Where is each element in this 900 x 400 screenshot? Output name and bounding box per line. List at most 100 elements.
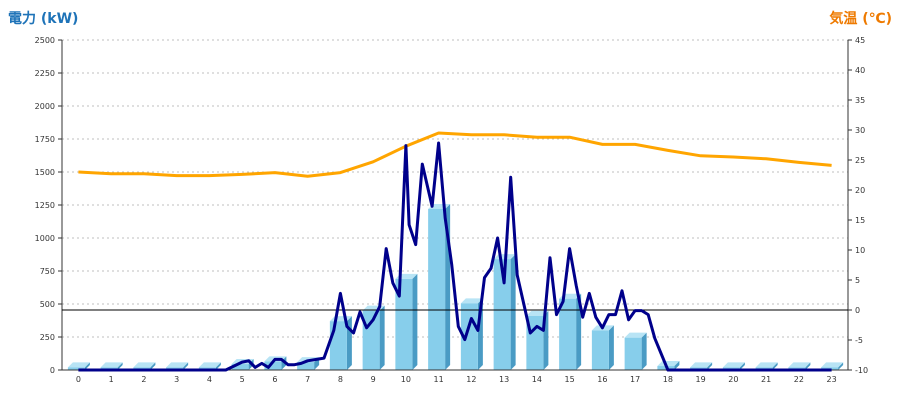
left-tick-label: 750 bbox=[40, 267, 55, 276]
right-tick-label: 15 bbox=[855, 216, 865, 225]
bar bbox=[362, 305, 385, 370]
bar-side bbox=[117, 362, 123, 370]
temperature-line bbox=[78, 131, 832, 178]
x-tick-label: 11 bbox=[434, 375, 444, 384]
grid-layer bbox=[62, 39, 848, 338]
right-tick-label: 25 bbox=[855, 156, 865, 165]
line-layer bbox=[78, 131, 832, 372]
x-tick-label: 2 bbox=[141, 375, 146, 384]
right-axis-title: 気温 (℃) bbox=[829, 10, 892, 27]
right-tick-label: 35 bbox=[855, 96, 865, 105]
bar-front bbox=[362, 310, 380, 370]
x-tick-label: 5 bbox=[240, 375, 245, 384]
bar-top bbox=[198, 362, 221, 368]
bar bbox=[591, 325, 614, 370]
bar-top bbox=[100, 362, 123, 368]
x-tick-label: 10 bbox=[401, 375, 411, 384]
bar-top bbox=[166, 362, 189, 368]
bar-top bbox=[788, 362, 811, 368]
left-tick-label: 1750 bbox=[35, 135, 55, 144]
x-tick-label: 1 bbox=[109, 375, 114, 384]
x-tick-label: 23 bbox=[827, 375, 837, 384]
left-tick-label: 2250 bbox=[35, 69, 55, 78]
bar bbox=[329, 316, 352, 370]
right-tick-label: 30 bbox=[855, 126, 865, 135]
bar-side bbox=[805, 362, 811, 370]
bar-side bbox=[150, 362, 156, 370]
x-tick-label: 16 bbox=[597, 375, 607, 384]
x-tick-label: 22 bbox=[794, 375, 804, 384]
bar-side bbox=[772, 362, 778, 370]
bar-top bbox=[460, 298, 483, 304]
left-tick-label: 250 bbox=[40, 333, 55, 342]
x-tick-label: 18 bbox=[663, 375, 673, 384]
bar-front bbox=[231, 364, 249, 370]
x-tick-label: 12 bbox=[466, 375, 476, 384]
bar-side bbox=[838, 362, 844, 370]
right-tick-label: -5 bbox=[855, 336, 863, 345]
bar-side bbox=[379, 305, 385, 370]
bar-top bbox=[821, 362, 844, 368]
x-tick-label: 3 bbox=[174, 375, 179, 384]
power-line bbox=[78, 141, 832, 372]
left-tick-label: 1000 bbox=[35, 234, 55, 243]
bar bbox=[395, 273, 418, 370]
bar-side bbox=[183, 362, 189, 370]
bar-top bbox=[133, 362, 156, 368]
bar-front bbox=[559, 298, 577, 370]
x-tick-label: 17 bbox=[630, 375, 640, 384]
bar-front bbox=[395, 278, 413, 370]
bar-front bbox=[329, 321, 347, 370]
right-tick-label: 10 bbox=[855, 246, 865, 255]
bar-top bbox=[722, 362, 745, 368]
bar-side bbox=[576, 293, 582, 370]
bar bbox=[624, 332, 647, 370]
bar-side bbox=[608, 325, 614, 370]
x-tick-label: 7 bbox=[305, 375, 310, 384]
left-axis-title: 電力 (kW) bbox=[8, 10, 78, 27]
x-tick-label: 21 bbox=[761, 375, 771, 384]
x-tick-label: 14 bbox=[532, 375, 542, 384]
x-tick-label: 6 bbox=[272, 375, 277, 384]
bar-front bbox=[493, 259, 511, 370]
bar-side bbox=[412, 273, 418, 370]
bar-side bbox=[674, 361, 680, 370]
x-tick-label: 8 bbox=[338, 375, 343, 384]
right-tick-label: 0 bbox=[855, 306, 860, 315]
bar bbox=[67, 362, 90, 370]
bar-side bbox=[215, 362, 221, 370]
x-tick-label: 13 bbox=[499, 375, 509, 384]
bar-side bbox=[84, 362, 90, 370]
bar-front bbox=[67, 367, 85, 370]
bar bbox=[493, 254, 516, 370]
x-tick-label: 4 bbox=[207, 375, 212, 384]
right-tick-label: -10 bbox=[855, 366, 868, 375]
x-tick-label: 15 bbox=[565, 375, 575, 384]
x-tick-label: 9 bbox=[371, 375, 376, 384]
bar-front bbox=[591, 330, 609, 370]
x-tick-label: 0 bbox=[76, 375, 81, 384]
left-tick-label: 2000 bbox=[35, 102, 55, 111]
bar-top bbox=[624, 332, 647, 338]
bar-top bbox=[657, 361, 680, 367]
bar-side bbox=[707, 362, 713, 370]
bar-front bbox=[297, 362, 315, 370]
right-tick-label: 20 bbox=[855, 186, 865, 195]
left-tick-label: 500 bbox=[40, 300, 55, 309]
bar-side bbox=[510, 254, 516, 370]
bar-front bbox=[264, 361, 282, 370]
left-tick-label: 2500 bbox=[35, 36, 55, 45]
bar-top bbox=[690, 362, 713, 368]
bar bbox=[559, 293, 582, 370]
bar-top bbox=[755, 362, 778, 368]
label-layer: 02505007501000125015001750200022502500-1… bbox=[35, 36, 868, 384]
bar-top bbox=[67, 362, 90, 368]
right-tick-label: 40 bbox=[855, 66, 865, 75]
bar-front bbox=[624, 337, 642, 370]
left-tick-label: 1500 bbox=[35, 168, 55, 177]
bar-side bbox=[641, 332, 647, 370]
left-tick-label: 0 bbox=[50, 366, 55, 375]
x-tick-label: 20 bbox=[728, 375, 738, 384]
